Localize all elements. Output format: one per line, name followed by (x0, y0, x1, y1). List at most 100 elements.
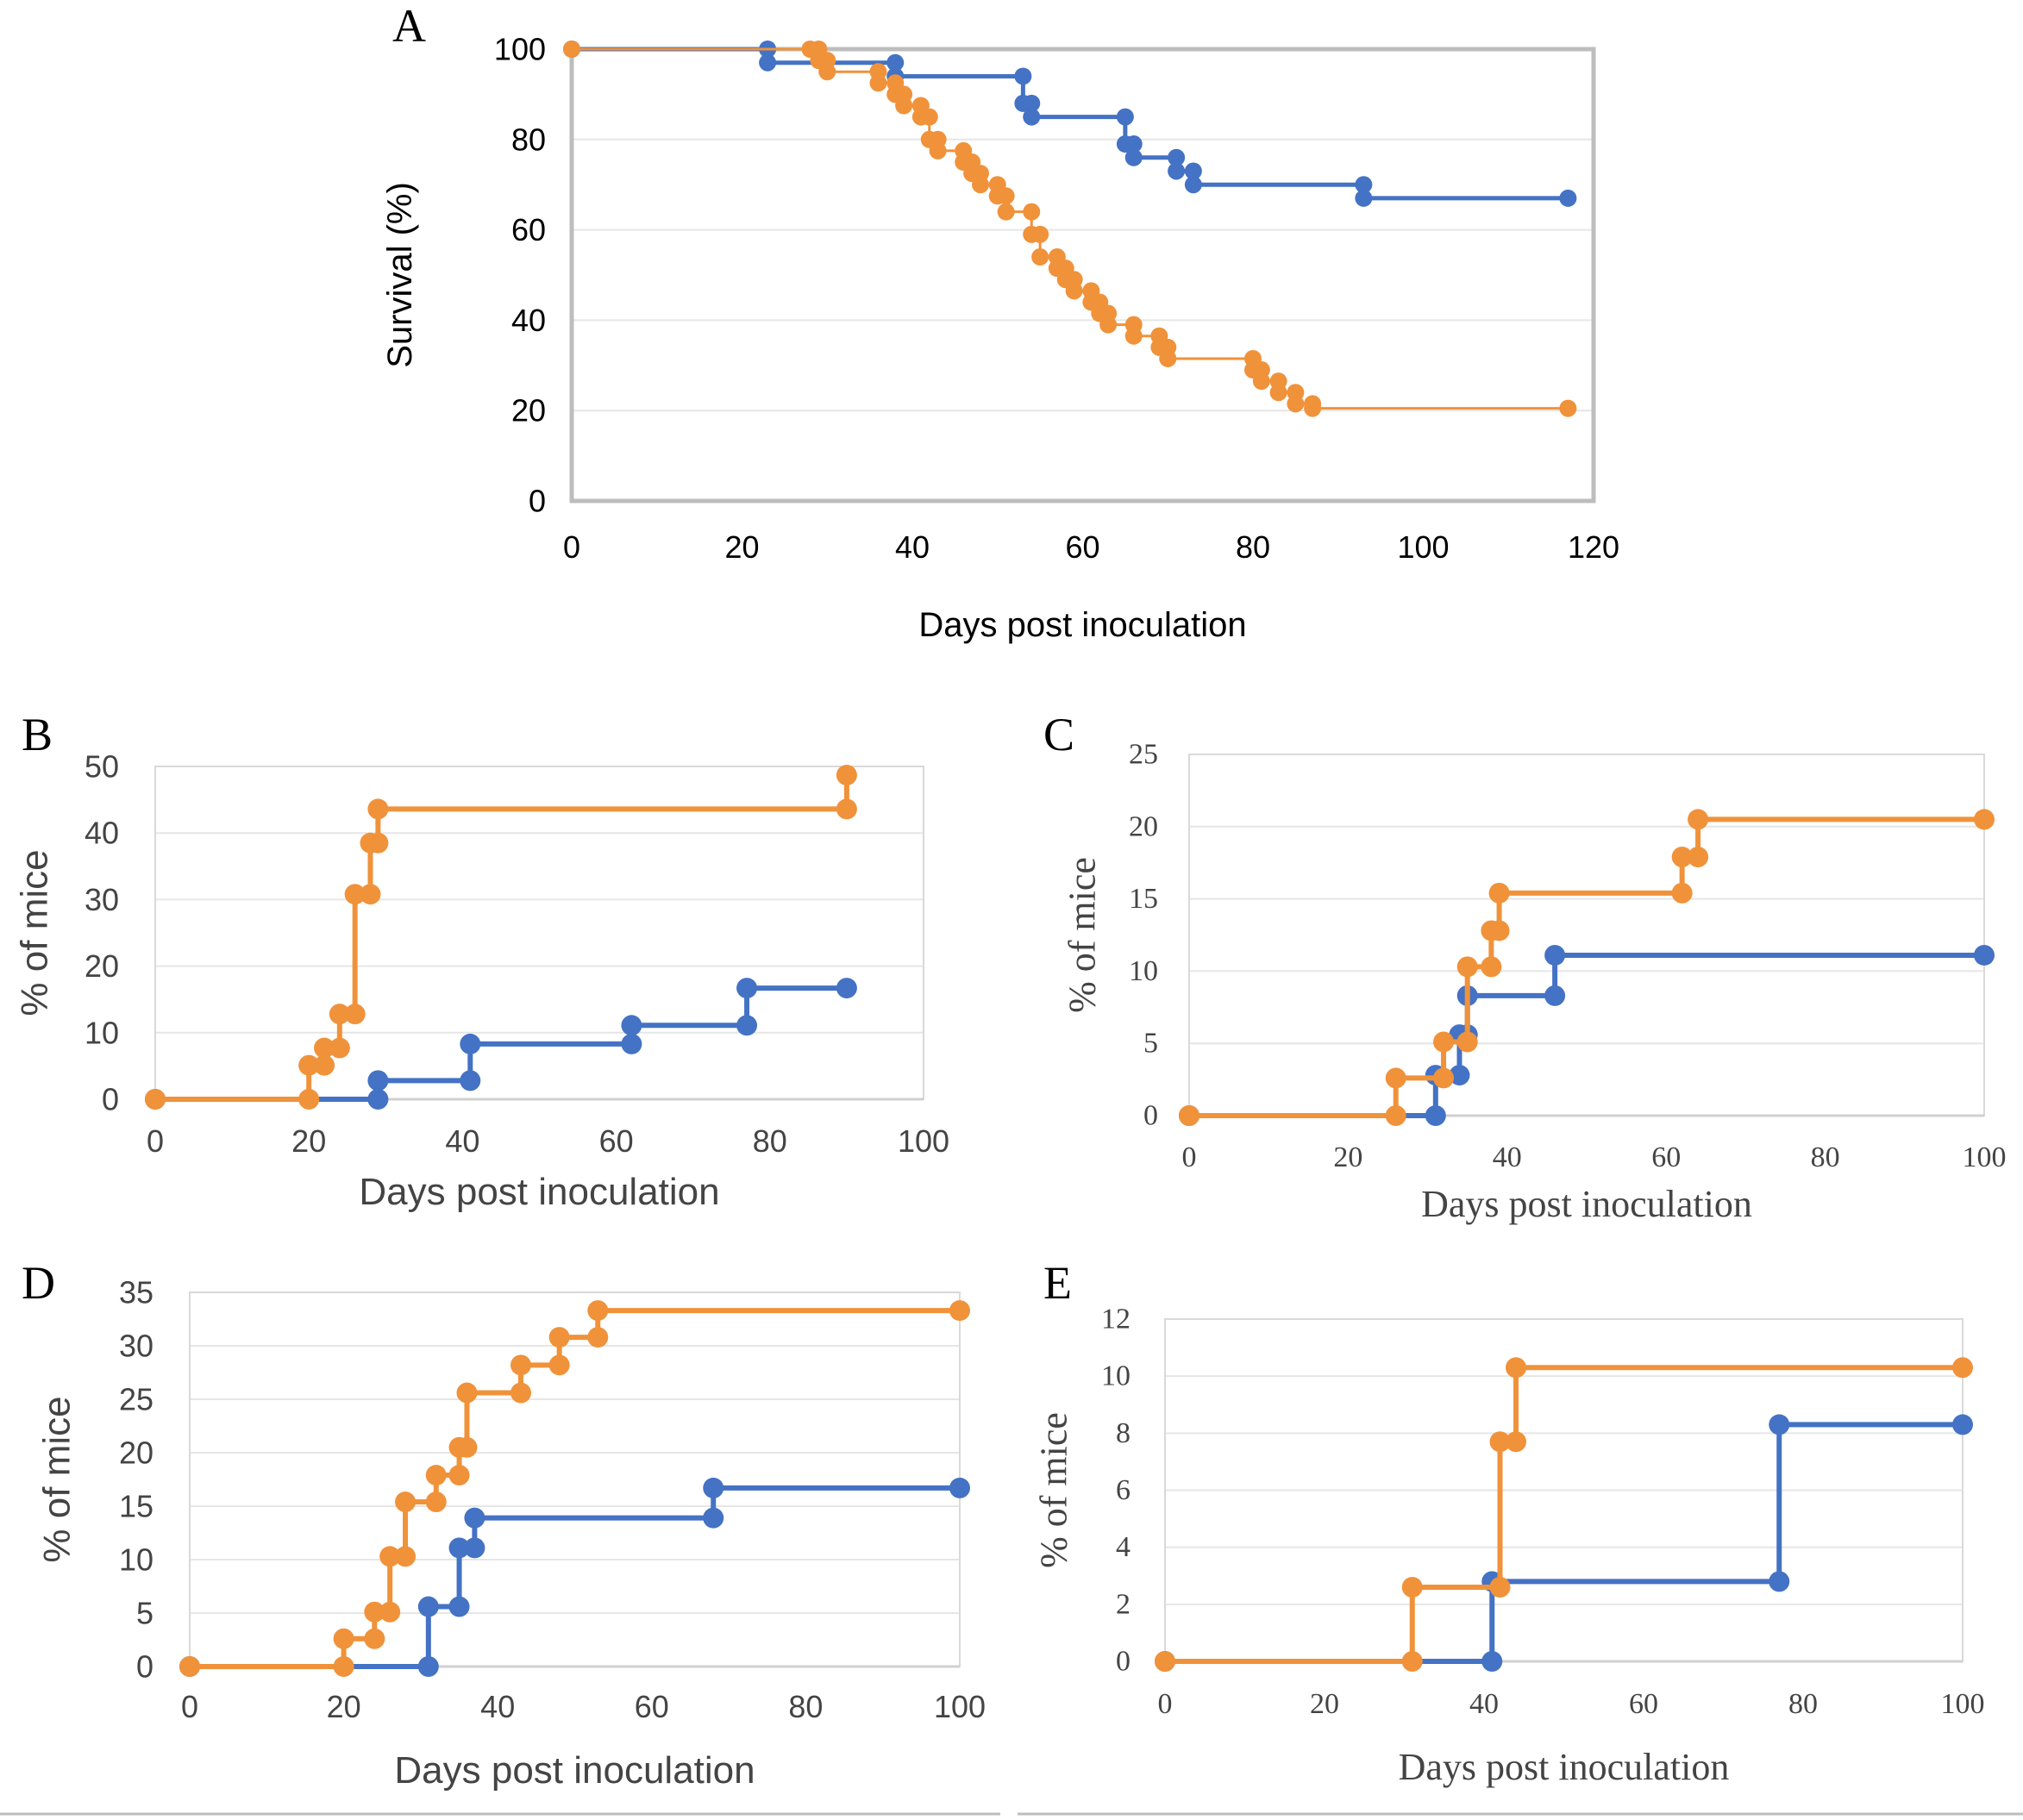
data-point (367, 798, 389, 820)
data-point (379, 1601, 401, 1623)
data-point (1769, 1414, 1790, 1435)
data-point (1481, 956, 1502, 978)
data-point (1304, 399, 1322, 417)
panel-letter: B (22, 709, 53, 760)
data-point (1433, 1067, 1455, 1089)
x-tick-label: 20 (724, 529, 759, 565)
data-point (929, 141, 947, 159)
data-point (417, 1596, 439, 1617)
data-point (1065, 282, 1083, 300)
y-tick-label: 80 (511, 122, 546, 157)
series-orange (1179, 809, 1995, 1126)
x-tick-label: 80 (753, 1123, 787, 1159)
x-tick-label: 20 (291, 1123, 326, 1159)
y-axis-title: Survival (%) (381, 182, 419, 368)
data-point (1099, 316, 1118, 334)
y-tick-label: 10 (85, 1015, 119, 1050)
data-point (1155, 1651, 1175, 1672)
y-tick-label: 0 (102, 1082, 119, 1117)
y-tick-label: 100 (494, 32, 546, 67)
x-axis-title: Days post inoculation (1399, 1746, 1730, 1788)
data-point (1287, 395, 1305, 413)
chart-panel-c: 0 5 10 15 20 25 0 20 40 60 80 100 Days post inoculat… (1043, 709, 2007, 1225)
data-point (1124, 327, 1143, 345)
x-axis-title: Days post inoculation (1421, 1183, 1752, 1225)
x-tick-label: 100 (1963, 1141, 2007, 1173)
data-point (510, 1354, 531, 1376)
panel-letter: A (392, 0, 426, 52)
data-point (448, 1465, 470, 1486)
y-tick-label: 30 (85, 882, 119, 917)
data-point (448, 1537, 470, 1559)
x-tick-label: 100 (934, 1689, 986, 1724)
data-point (1506, 1431, 1526, 1453)
data-point (1671, 882, 1693, 904)
data-point (364, 1628, 385, 1649)
data-point (1544, 985, 1566, 1006)
data-point (920, 108, 938, 126)
x-tick-label: 100 (1397, 529, 1449, 565)
data-point (836, 765, 857, 786)
panel-letter: C (1043, 709, 1074, 760)
data-point (1385, 1067, 1406, 1089)
data-point (1688, 846, 1709, 867)
panel-letter: E (1043, 1257, 1072, 1309)
data-point (314, 1037, 335, 1059)
data-point (179, 1656, 200, 1677)
y-tick-label: 12 (1101, 1304, 1130, 1335)
y-tick-label: 25 (119, 1382, 153, 1417)
series-line-orange (190, 1308, 960, 1669)
series-line-blue (1165, 1422, 1963, 1664)
data-point (1401, 1576, 1423, 1598)
data-point (1449, 1065, 1470, 1086)
y-tick-label: 15 (119, 1489, 153, 1524)
x-tick-label: 60 (1065, 529, 1099, 565)
data-point (1014, 67, 1032, 85)
x-tick-label: 20 (327, 1689, 361, 1724)
data-point (425, 1465, 447, 1486)
y-tick-label: 40 (511, 303, 546, 338)
data-point (949, 1477, 970, 1498)
data-point (460, 1070, 481, 1091)
data-point (329, 1037, 350, 1059)
data-point (329, 1004, 350, 1025)
x-tick-label: 80 (1811, 1141, 1840, 1173)
data-point (1023, 108, 1041, 126)
y-tick-label: 5 (1143, 1028, 1158, 1060)
data-point (1425, 1105, 1446, 1126)
y-tick-label: 2 (1116, 1588, 1130, 1620)
data-point (1481, 1651, 1503, 1672)
data-point (1506, 1357, 1526, 1379)
data-point (1544, 944, 1566, 966)
y-tick-label: 10 (1101, 1360, 1130, 1392)
data-point (1974, 809, 1995, 830)
data-point (736, 978, 758, 999)
data-point (1355, 189, 1373, 207)
chart-panel-a: 0 20 40 60 80 100 0 20 40 60 80 100 120 Days post ino… (381, 0, 1619, 644)
y-tick-label: 50 (85, 749, 119, 785)
data-point (1179, 1105, 1199, 1126)
data-point (1124, 148, 1143, 166)
x-tick-label: 60 (1629, 1688, 1658, 1720)
data-point (344, 884, 366, 905)
data-point (548, 1354, 570, 1376)
data-point (1355, 176, 1373, 194)
data-point (1168, 148, 1186, 166)
y-tick-label: 5 (136, 1596, 153, 1631)
data-point (587, 1327, 609, 1348)
data-point (1559, 399, 1577, 417)
series-blue (563, 41, 1577, 207)
data-point (836, 978, 857, 999)
y-tick-label: 25 (1129, 739, 1158, 771)
data-point (364, 1601, 385, 1623)
y-tick-label: 35 (119, 1275, 153, 1310)
chart-panel-d: 0 5 10 15 20 25 30 35 0 20 40 60 80 100 Days post inoc… (22, 1257, 986, 1792)
data-point (1456, 1031, 1478, 1053)
series-orange (145, 765, 857, 1110)
data-point (1456, 956, 1478, 978)
data-point (367, 832, 389, 854)
data-point (703, 1477, 724, 1498)
x-tick-label: 0 (181, 1689, 198, 1724)
